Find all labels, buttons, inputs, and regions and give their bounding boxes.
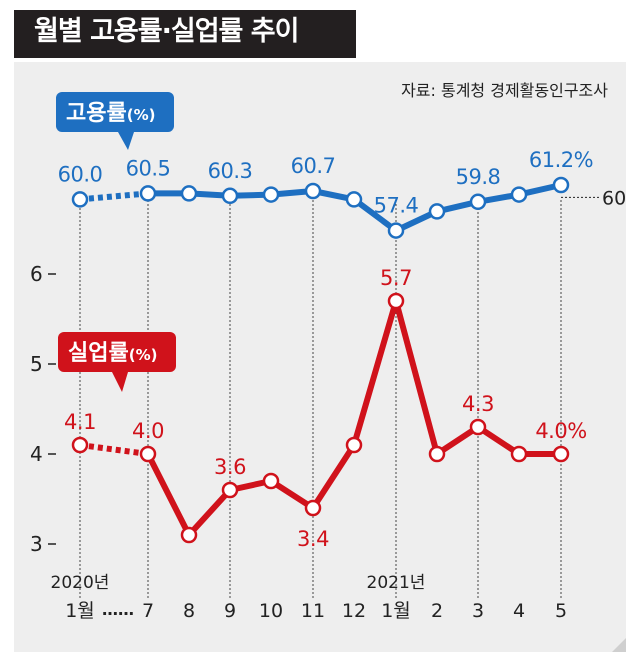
unemployment-data-label: 4.1 bbox=[64, 410, 96, 434]
data-point bbox=[469, 193, 487, 211]
unemployment-data-label: 3.4 bbox=[297, 527, 329, 551]
x-tick-label: 10 bbox=[259, 600, 283, 622]
page-curl bbox=[612, 638, 626, 652]
x-tick-label: 11 bbox=[301, 600, 325, 622]
data-point bbox=[304, 499, 322, 517]
unemployment-data-label: 4.0% bbox=[535, 419, 586, 443]
month-gap-marker: …… bbox=[102, 600, 134, 619]
year-label: 2020년 bbox=[51, 573, 110, 593]
x-tick-label: 5 bbox=[555, 600, 567, 622]
employment-legend-text: 고용률(%) bbox=[66, 101, 155, 126]
unemployment-data-label: 5.7 bbox=[380, 266, 412, 290]
data-point bbox=[428, 445, 446, 463]
unemployment-data-label: 4.0 bbox=[132, 419, 164, 443]
x-tick-label: 2 bbox=[431, 600, 443, 622]
employment-data-label: 59.8 bbox=[456, 165, 501, 189]
unemployment-line bbox=[145, 298, 561, 538]
unemployment-legend-box bbox=[58, 332, 176, 372]
x-tick-label: 1월 bbox=[65, 600, 95, 622]
data-point bbox=[71, 191, 89, 208]
chart-title: 월별 고용률·실업률 추이 bbox=[34, 16, 299, 47]
unemployment-legend-unit: (%) bbox=[129, 346, 158, 364]
x-tick-label: 3 bbox=[472, 600, 484, 622]
employment-legend-tail bbox=[118, 132, 134, 150]
data-point bbox=[345, 436, 363, 454]
y-tick-label: 5 bbox=[30, 352, 43, 376]
source-note: 자료: 통계청 경제활동인구조사 bbox=[401, 81, 608, 100]
employment-data-label: 60.3 bbox=[208, 159, 253, 183]
reference-label: 60 bbox=[602, 187, 626, 209]
employment-legend-name: 고용률 bbox=[66, 101, 127, 126]
data-point bbox=[221, 187, 239, 205]
x-tick-label: 1월 bbox=[381, 600, 411, 622]
x-tick-label: 4 bbox=[513, 600, 525, 622]
employment-data-label: 61.2% bbox=[529, 148, 593, 172]
data-point bbox=[552, 445, 570, 463]
x-tick-label: 8 bbox=[183, 600, 195, 622]
data-point bbox=[469, 418, 487, 436]
data-point bbox=[345, 191, 363, 208]
unemployment-data-label: 3.6 bbox=[214, 455, 246, 479]
employment-data-label: 60.7 bbox=[291, 154, 336, 178]
data-point bbox=[180, 526, 198, 544]
employment-legend-box bbox=[56, 92, 174, 132]
data-point bbox=[262, 472, 280, 490]
data-point bbox=[387, 292, 405, 310]
data-point bbox=[180, 185, 198, 202]
employment-data-label: 57.4 bbox=[374, 194, 419, 218]
employment-data-label: 60.0 bbox=[58, 162, 103, 186]
unemployment-legend-text: 실업률(%) bbox=[68, 341, 157, 366]
employment-data-label: 60.5 bbox=[126, 156, 171, 180]
x-tick-label: 12 bbox=[342, 600, 366, 622]
unemployment-dotted-segment bbox=[79, 442, 149, 457]
data-point bbox=[71, 436, 89, 454]
unemployment-legend-tail bbox=[112, 372, 128, 392]
data-point bbox=[387, 222, 405, 239]
x-tick-label: 7 bbox=[142, 600, 154, 622]
data-point bbox=[221, 481, 239, 499]
x-tick-label: 9 bbox=[224, 600, 236, 622]
data-point bbox=[304, 182, 322, 200]
y-tick-label: 4 bbox=[30, 442, 43, 466]
data-point bbox=[139, 445, 157, 463]
data-point bbox=[139, 185, 157, 202]
data-point bbox=[262, 186, 280, 203]
y-tick-label: 6 bbox=[30, 262, 43, 286]
data-point bbox=[428, 203, 446, 220]
title-bar bbox=[14, 10, 356, 58]
y-tick-label: 3 bbox=[30, 532, 43, 556]
unemployment-data-label: 4.3 bbox=[462, 392, 494, 416]
employment-dotted-segment bbox=[79, 190, 149, 203]
data-point bbox=[510, 445, 528, 463]
employment-legend-unit: (%) bbox=[127, 106, 156, 124]
data-point bbox=[552, 176, 570, 194]
data-point bbox=[510, 186, 528, 203]
year-label: 2021년 bbox=[367, 573, 426, 593]
unemployment-legend-name: 실업률 bbox=[68, 341, 129, 366]
